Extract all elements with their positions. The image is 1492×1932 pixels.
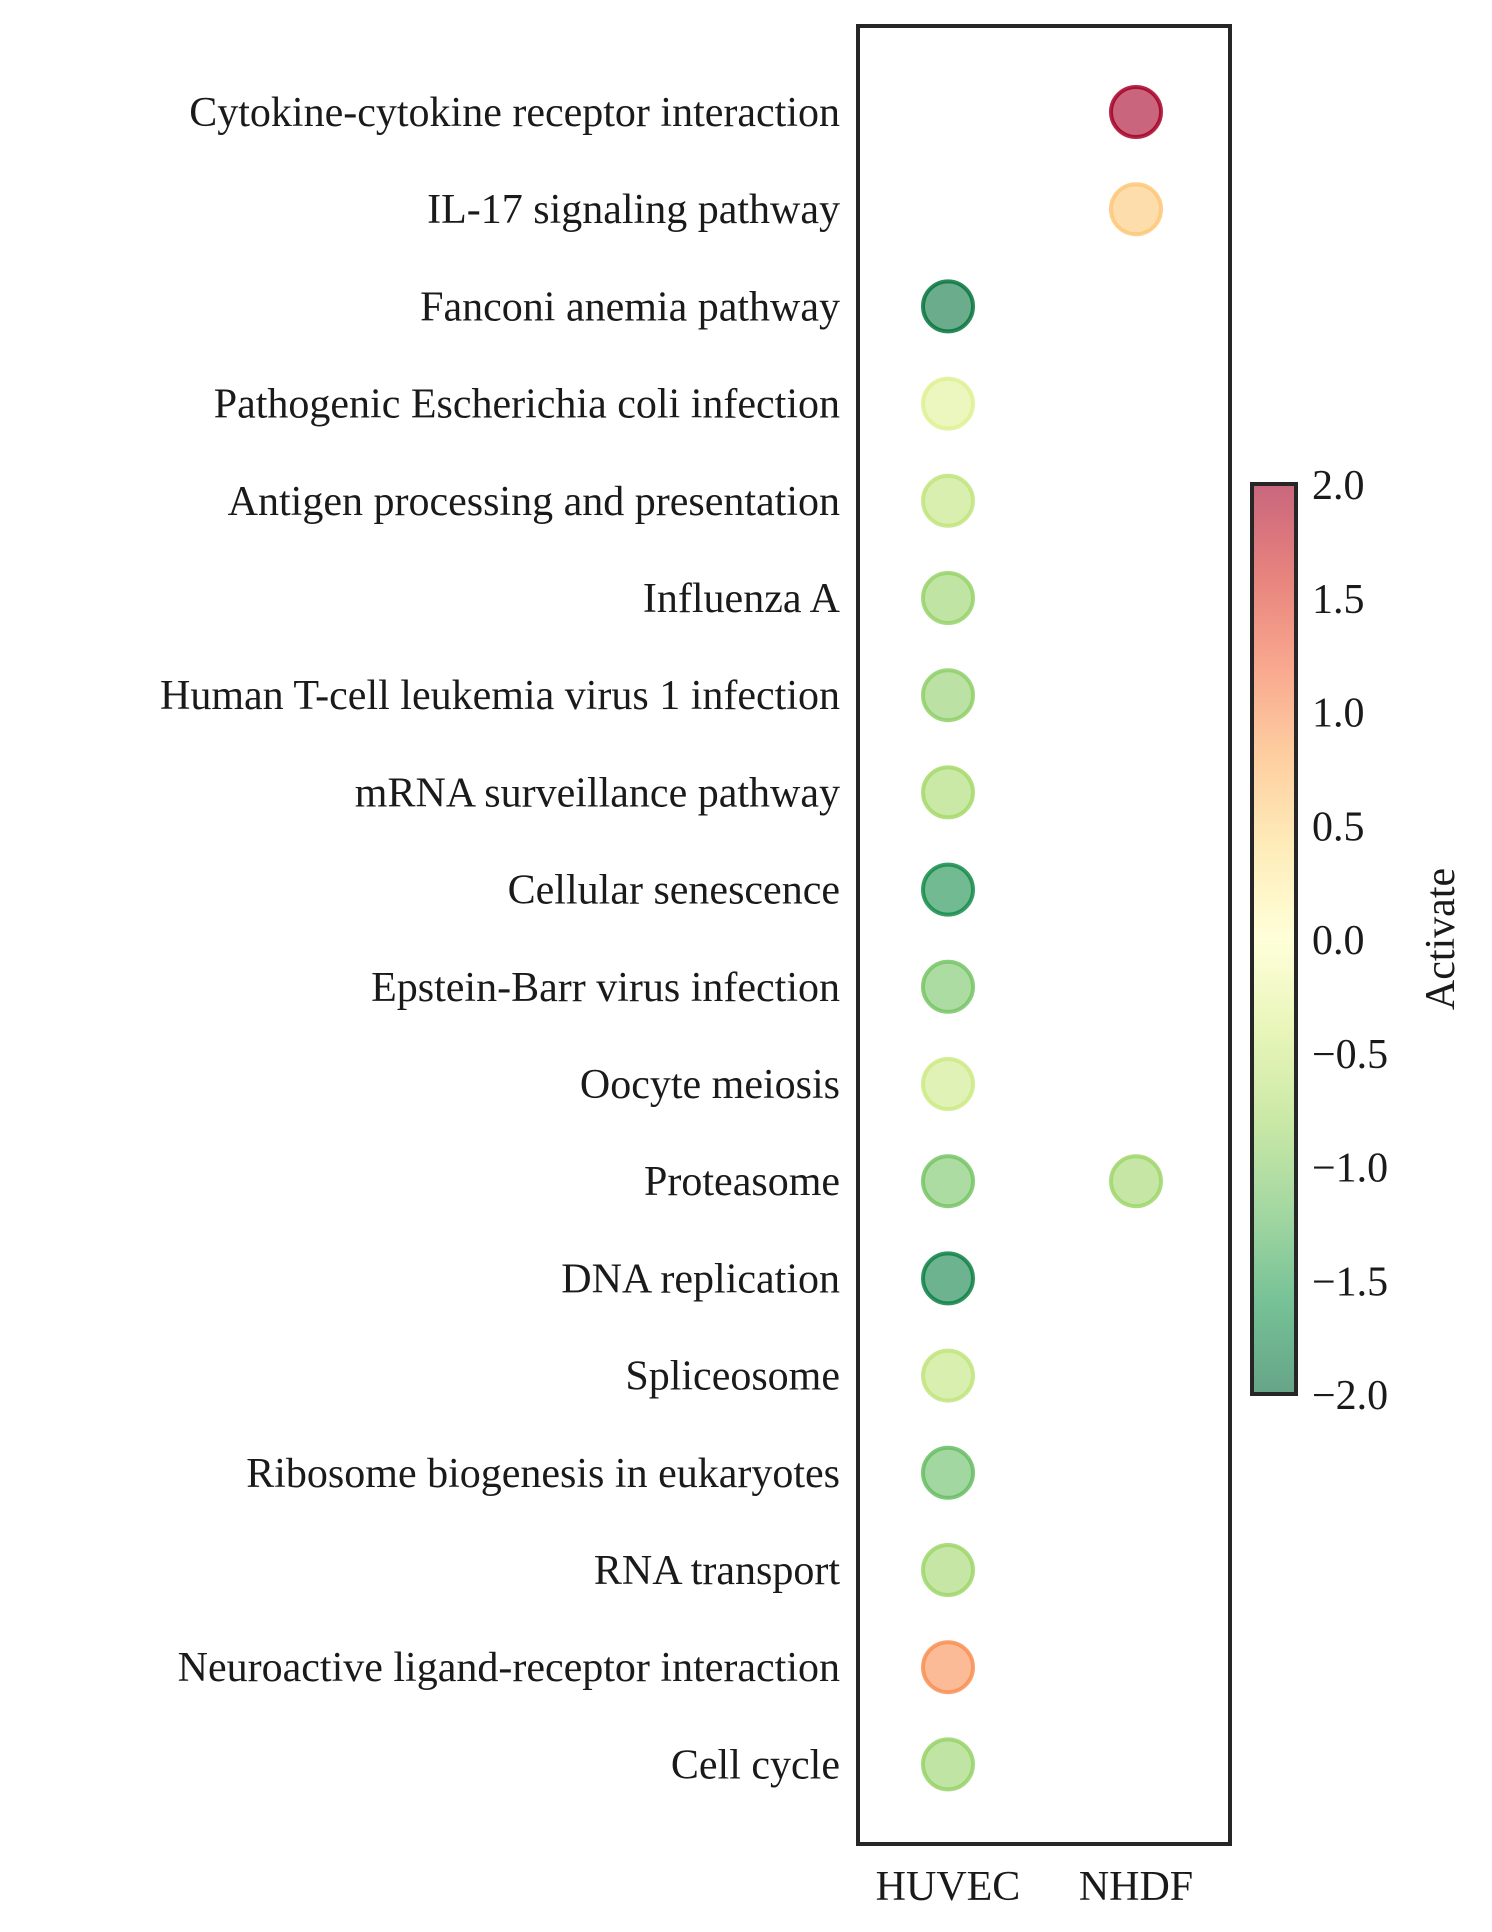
data-point <box>921 1737 975 1792</box>
colorbar: 2.0 1.5 1.0 0.5 0.0 −0.5 −1.0 −1.5 −2.0 Activate <box>1250 463 1464 1419</box>
y-tick-label: Ribosome biogenesis in eukaryotes <box>246 1451 840 1497</box>
plot-frame <box>856 24 1232 1846</box>
data-point <box>921 959 975 1014</box>
data-point <box>921 473 975 528</box>
y-tick-label: Neuroactive ligand-receptor interaction <box>178 1645 840 1691</box>
y-tick-labels: Cytokine-cytokine receptor interaction IL… <box>160 90 841 1788</box>
y-tick-label: Cell cycle <box>671 1742 840 1788</box>
x-tick-labels: HUVEC NHDF <box>876 1864 1194 1910</box>
data-point <box>1109 182 1163 237</box>
colorbar-gradient <box>1252 484 1296 1394</box>
colorbar-tick-label: −2.0 <box>1312 1373 1388 1419</box>
colorbar-frame <box>1250 482 1298 1396</box>
data-point <box>921 1445 975 1500</box>
y-tick-label: Human T-cell leukemia virus 1 infection <box>160 673 840 719</box>
y-tick-label: Spliceosome <box>625 1354 840 1400</box>
y-tick-label: Epstein-Barr virus infection <box>371 965 840 1011</box>
y-tick-label: Cellular senescence <box>508 868 840 914</box>
x-tick-label: NHDF <box>1079 1864 1193 1910</box>
colorbar-tick-label: −1.0 <box>1312 1146 1388 1192</box>
data-point <box>921 571 975 625</box>
y-tick-label: Cytokine-cytokine receptor interaction <box>189 90 840 136</box>
data-point <box>921 1543 975 1597</box>
plot-area <box>856 24 1232 1846</box>
y-tick-label: Pathogenic Escherichia coli infection <box>214 382 840 428</box>
colorbar-tick-label: 1.5 <box>1312 577 1365 623</box>
y-tick-label: Antigen processing and presentation <box>228 479 840 525</box>
x-tick-label: HUVEC <box>876 1864 1021 1910</box>
y-tick-label: Fanconi anemia pathway <box>420 284 840 330</box>
y-tick-label: IL-17 signaling pathway <box>427 187 840 233</box>
colorbar-tick-label: 0.5 <box>1312 804 1365 850</box>
data-point <box>921 1348 975 1403</box>
data-point <box>921 376 975 431</box>
y-tick-label: Proteasome <box>644 1159 840 1205</box>
data-point <box>1109 85 1163 139</box>
data-point <box>921 1251 975 1306</box>
data-point <box>921 862 975 917</box>
data-point <box>1109 1154 1163 1209</box>
data-point <box>921 668 975 723</box>
data-point <box>921 1154 975 1209</box>
y-tick-label: DNA replication <box>561 1256 840 1302</box>
data-point <box>921 765 975 820</box>
colorbar-label: Activate <box>1418 868 1464 1010</box>
data-point <box>921 1057 975 1111</box>
y-tick-label: RNA transport <box>594 1548 840 1594</box>
y-tick-label: mRNA surveillance pathway <box>355 770 840 816</box>
colorbar-tick-label: −1.5 <box>1312 1259 1388 1305</box>
data-point <box>921 279 975 334</box>
colorbar-tick-label: 0.0 <box>1312 918 1365 964</box>
colorbar-tick-label: 1.0 <box>1312 691 1365 737</box>
colorbar-tick-label: −0.5 <box>1312 1032 1388 1078</box>
data-point <box>921 1640 975 1695</box>
y-tick-label: Influenza A <box>643 576 841 622</box>
colorbar-tick-label: 2.0 <box>1312 463 1365 509</box>
y-tick-label: Oocyte meiosis <box>580 1062 840 1108</box>
